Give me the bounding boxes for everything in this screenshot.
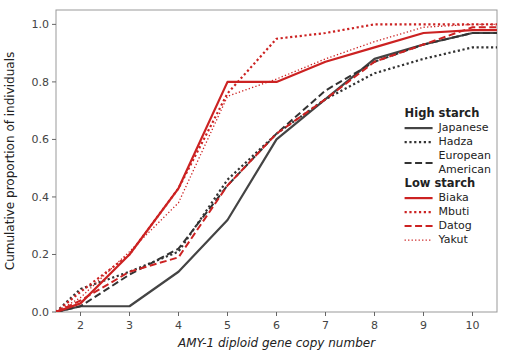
legend-label: Biaka [439,191,469,204]
legend-label-line: Datog [439,219,472,232]
y-tick-label: 0.8 [32,76,50,89]
legend-group-header: Low starch [405,176,476,190]
legend-label-line: Japanese [438,121,489,134]
x-tick [423,312,424,316]
y-tick [52,24,56,25]
y-tick [52,139,56,140]
x-tick [325,312,326,316]
legend-label-line: European [439,149,491,162]
x-tick-label: 7 [322,319,329,332]
series-line [56,33,497,312]
legend-swatch [405,141,433,143]
legend-label: Datog [439,219,472,232]
plot-frame [56,10,497,312]
y-tick-label: 0.0 [32,306,50,319]
series-line [56,33,497,312]
legend-swatch [405,225,433,227]
x-tick-label: 2 [77,319,84,332]
legend-swatch [405,162,433,164]
y-tick [52,254,56,255]
y-tick [52,312,56,313]
y-tick [52,196,56,197]
x-tick-label: 8 [371,319,378,332]
x-tick [129,312,130,316]
legend: High starchJapaneseHadzaEuropeanAmerican… [405,106,491,246]
x-tick-label: 4 [175,319,182,332]
legend-swatch [405,211,433,213]
x-axis-label: AMY-1 diploid gene copy number [177,336,376,350]
legend-label-line: Yakut [438,233,469,246]
legend-label-line: American [439,163,491,176]
x-tick [472,312,473,316]
legend-label-line: Mbuti [439,205,470,218]
x-tick-label: 9 [420,319,427,332]
x-tick-label: 6 [273,319,280,332]
x-tick-label: 5 [224,319,231,332]
series-line [56,24,497,312]
y-tick [52,81,56,82]
y-tick-label: 0.4 [32,191,50,204]
chart: 2 3 4 5 6 7 8 9 10 0.0 0.2 0.4 0.6 0.8 1.0 AMY-1 diploi… [0,0,507,355]
lines [56,24,497,312]
legend-label-line: Biaka [439,191,469,204]
legend-label: Yakut [438,233,469,246]
y-tick-label: 0.6 [32,133,50,146]
x-tick-label: 10 [466,319,480,332]
x-tick [276,312,277,316]
legend-swatch [405,127,433,129]
legend-swatch [405,239,433,240]
y-axis-label: Cumulative proportion of individuals [3,52,17,271]
legend-swatch [405,197,433,199]
legend-label: Mbuti [439,205,470,218]
series-line [56,27,497,312]
series-line [56,30,497,312]
legend-group-header: High starch [405,106,480,120]
legend-label: EuropeanAmerican [439,149,491,176]
x-axis: 2 3 4 5 6 7 8 9 10 [77,312,480,332]
x-tick [227,312,228,316]
legend-label-line: Hadza [439,135,474,148]
x-tick-label: 3 [126,319,133,332]
series-line [56,24,497,312]
series-line [56,47,497,312]
x-tick [374,312,375,316]
y-tick-label: 0.2 [32,248,50,261]
x-tick [178,312,179,316]
y-tick-label: 1.0 [32,18,50,31]
y-axis: 0.0 0.2 0.4 0.6 0.8 1.0 [32,18,57,319]
legend-label: Japanese [438,121,489,134]
legend-label: Hadza [439,135,474,148]
x-tick [80,312,81,316]
